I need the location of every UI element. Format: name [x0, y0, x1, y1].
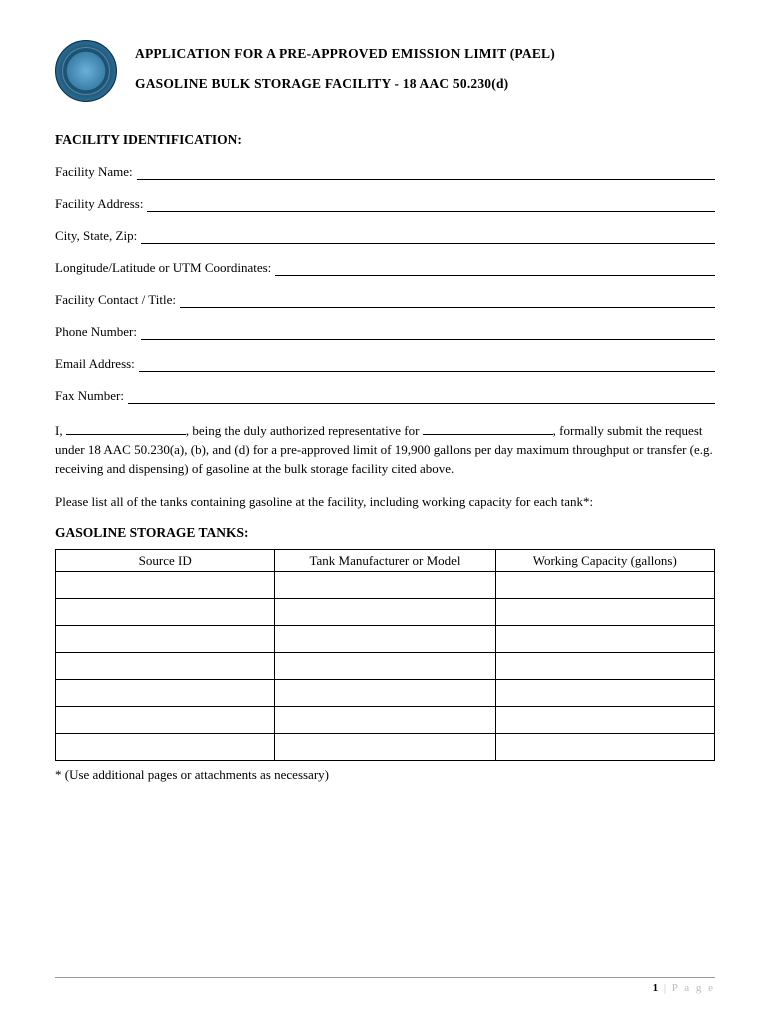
tanks-heading: GASOLINE STORAGE TANKS:	[55, 525, 715, 541]
tanks-tbody	[56, 572, 715, 761]
table-cell[interactable]	[275, 734, 495, 761]
title-line-1: APPLICATION FOR A PRE-APPROVED EMISSION …	[135, 46, 555, 62]
table-cell[interactable]	[495, 653, 714, 680]
table-row	[56, 599, 715, 626]
table-cell[interactable]	[275, 707, 495, 734]
email-input[interactable]	[139, 358, 715, 372]
declarant-org-input[interactable]	[423, 423, 553, 435]
facility-name-row: Facility Name:	[55, 164, 715, 180]
table-row	[56, 653, 715, 680]
declaration-prefix: I,	[55, 423, 63, 438]
title-block: APPLICATION FOR A PRE-APPROVED EMISSION …	[135, 40, 555, 92]
city-state-zip-label: City, State, Zip:	[55, 228, 141, 244]
table-cell[interactable]	[495, 599, 714, 626]
fax-row: Fax Number:	[55, 388, 715, 404]
email-label: Email Address:	[55, 356, 139, 372]
page-number: 1	[653, 982, 659, 994]
table-cell[interactable]	[275, 599, 495, 626]
declarant-name-input[interactable]	[66, 423, 186, 435]
fax-label: Fax Number:	[55, 388, 128, 404]
contact-title-input[interactable]	[180, 294, 715, 308]
table-row	[56, 707, 715, 734]
title-line-2: GASOLINE BULK STORAGE FACILITY - 18 AAC …	[135, 76, 555, 92]
contact-title-row: Facility Contact / Title:	[55, 292, 715, 308]
header: APPLICATION FOR A PRE-APPROVED EMISSION …	[55, 40, 715, 102]
declaration-paragraph: I, , being the duly authorized represent…	[55, 422, 715, 479]
footnote: * (Use additional pages or attachments a…	[55, 767, 715, 783]
city-state-zip-input[interactable]	[141, 230, 715, 244]
table-cell[interactable]	[56, 653, 275, 680]
page-sep: |	[664, 982, 666, 994]
table-row	[56, 572, 715, 599]
table-cell[interactable]	[56, 734, 275, 761]
email-row: Email Address:	[55, 356, 715, 372]
th-source-id: Source ID	[56, 550, 275, 572]
phone-row: Phone Number:	[55, 324, 715, 340]
facility-section-heading: FACILITY IDENTIFICATION:	[55, 132, 715, 148]
table-cell[interactable]	[495, 734, 714, 761]
coordinates-label: Longitude/Latitude or UTM Coordinates:	[55, 260, 275, 276]
table-cell[interactable]	[495, 707, 714, 734]
declaration-suffix1: , formally submit	[553, 423, 643, 438]
table-cell[interactable]	[56, 707, 275, 734]
table-cell[interactable]	[495, 572, 714, 599]
th-capacity: Working Capacity (gallons)	[495, 550, 714, 572]
facility-name-label: Facility Name:	[55, 164, 137, 180]
table-cell[interactable]	[56, 599, 275, 626]
coordinates-row: Longitude/Latitude or UTM Coordinates:	[55, 260, 715, 276]
facility-address-input[interactable]	[147, 198, 715, 212]
table-row	[56, 626, 715, 653]
coordinates-input[interactable]	[275, 262, 715, 276]
table-cell[interactable]	[275, 626, 495, 653]
tanks-table: Source ID Tank Manufacturer or Model Wor…	[55, 549, 715, 761]
contact-title-label: Facility Contact / Title:	[55, 292, 180, 308]
table-row	[56, 734, 715, 761]
table-header-row: Source ID Tank Manufacturer or Model Wor…	[56, 550, 715, 572]
table-cell[interactable]	[275, 680, 495, 707]
table-cell[interactable]	[56, 572, 275, 599]
page-footer: 1 | P a g e	[55, 977, 715, 994]
table-cell[interactable]	[56, 680, 275, 707]
table-cell[interactable]	[275, 653, 495, 680]
tanks-intro: Please list all of the tanks containing …	[55, 493, 715, 512]
facility-name-input[interactable]	[137, 166, 715, 180]
phone-input[interactable]	[141, 326, 715, 340]
table-cell[interactable]	[275, 572, 495, 599]
page-word: P a g e	[672, 982, 715, 994]
declaration-mid: , being the duly authorized representati…	[186, 423, 420, 438]
table-row	[56, 680, 715, 707]
facility-address-label: Facility Address:	[55, 196, 147, 212]
th-manufacturer: Tank Manufacturer or Model	[275, 550, 495, 572]
state-seal-icon	[55, 40, 117, 102]
city-state-zip-row: City, State, Zip:	[55, 228, 715, 244]
table-cell[interactable]	[495, 626, 714, 653]
table-cell[interactable]	[56, 626, 275, 653]
table-cell[interactable]	[495, 680, 714, 707]
fax-input[interactable]	[128, 390, 715, 404]
phone-label: Phone Number:	[55, 324, 141, 340]
facility-address-row: Facility Address:	[55, 196, 715, 212]
